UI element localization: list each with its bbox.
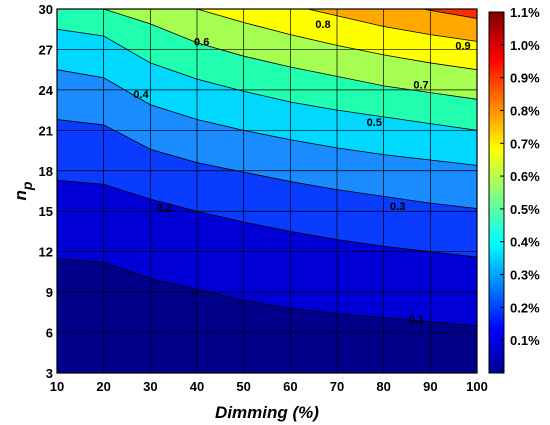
contour-lines (57, 0, 477, 327)
contour-label: 0.6 (194, 36, 209, 48)
contour-line-0.8 (306, 9, 477, 42)
contour-label: 0.8 (315, 19, 330, 31)
x-tick-label: 90 (423, 379, 437, 394)
colorbar-tick-label: 0.4% (510, 235, 540, 250)
x-tick-label: 30 (143, 379, 157, 394)
contour-label: 0.2 (157, 202, 172, 214)
x-axis-title: Dimming (%) (215, 403, 319, 422)
svg-text:np: np (11, 181, 35, 200)
colorbar: 0.1% 0.2% 0.3% 0.4% 0.5% 0.6% 0.7% 0.8% 0.9% 1.0%… (488, 5, 540, 374)
x-tick-label: 10 (50, 379, 64, 394)
y-tick-labels: 3 6 9 12 15 18 21 24 27 30 (39, 2, 54, 381)
contour-labels: 0.1 0.2 0.3 0.4 0.5 0.6 0.7 0.8 0.9 (133, 19, 470, 326)
contour-band-8 (307, 9, 477, 42)
colorbar-tick-label: 1.1% (510, 5, 540, 20)
colorbar-tick-label: 0.6% (510, 169, 540, 184)
x-tick-label: 50 (236, 379, 250, 394)
y-tick-label: 3 (46, 366, 53, 381)
contour-line-0.2 (57, 179, 477, 258)
y-tick-label: 21 (39, 123, 53, 138)
y-axis-title-subscript: p (19, 181, 35, 191)
y-tick-label: 18 (39, 164, 53, 179)
y-axis-title-main: n (11, 190, 30, 200)
y-tick-label: 27 (39, 42, 53, 57)
colorbar-tick-labels: 0.1% 0.2% 0.3% 0.4% 0.5% 0.6% 0.7% 0.8% 0.9% 1.0%… (500, 5, 540, 348)
x-tick-label: 70 (330, 379, 344, 394)
x-tick-labels: 10 20 30 40 50 60 70 80 90 100 (50, 379, 488, 394)
y-tick-label: 30 (39, 2, 53, 17)
contour-label: 0.7 (413, 79, 428, 91)
x-tick-label: 80 (376, 379, 390, 394)
colorbar-tick-label: 0.2% (510, 300, 540, 315)
plot-frame (56, 8, 478, 374)
contour-band-10 (57, 0, 477, 5)
contour-line-0.3 (57, 119, 477, 209)
contour-label: 0.5 (367, 117, 382, 129)
contour-line-0.6 (57, 9, 477, 100)
x-tick-label: 40 (190, 379, 204, 394)
contour-line-0.4 (57, 69, 477, 166)
colorbar-tick-label: 0.3% (510, 268, 540, 283)
contour-line-0.1 (57, 258, 477, 327)
y-tick-label: 15 (39, 204, 53, 219)
contour-line-0.7 (195, 9, 477, 71)
y-tick-label: 12 (39, 245, 53, 260)
colorbar-gradient (488, 11, 505, 374)
colorbar-tick-label: 0.9% (510, 71, 540, 86)
contour-line-1 (57, 0, 477, 5)
y-tick-label: 24 (39, 83, 54, 98)
colorbar-tick-label: 0.1% (510, 333, 540, 348)
x-tick-label: 100 (466, 379, 488, 394)
colorbar-tick-label: 1.0% (510, 38, 540, 53)
y-axis-title: np (11, 181, 35, 200)
contour-label: 0.3 (390, 201, 405, 213)
contour-label: 0.9 (455, 40, 470, 52)
contour-label: 0.4 (133, 89, 149, 101)
y-tick-label: 6 (46, 326, 53, 341)
colorbar-tick-label: 0.7% (510, 136, 540, 151)
x-tick-label: 20 (96, 379, 110, 394)
colorbar-tick-label: 0.8% (510, 103, 540, 118)
colorbar-tick-label: 0.5% (510, 202, 540, 217)
contour-label: 0.1 (409, 314, 424, 326)
y-tick-label: 9 (46, 285, 53, 300)
plot-area: 0.1 0.2 0.3 0.4 0.5 0.6 0.7 0.8 0.9 (56, 0, 478, 374)
x-tick-label: 60 (283, 379, 297, 394)
